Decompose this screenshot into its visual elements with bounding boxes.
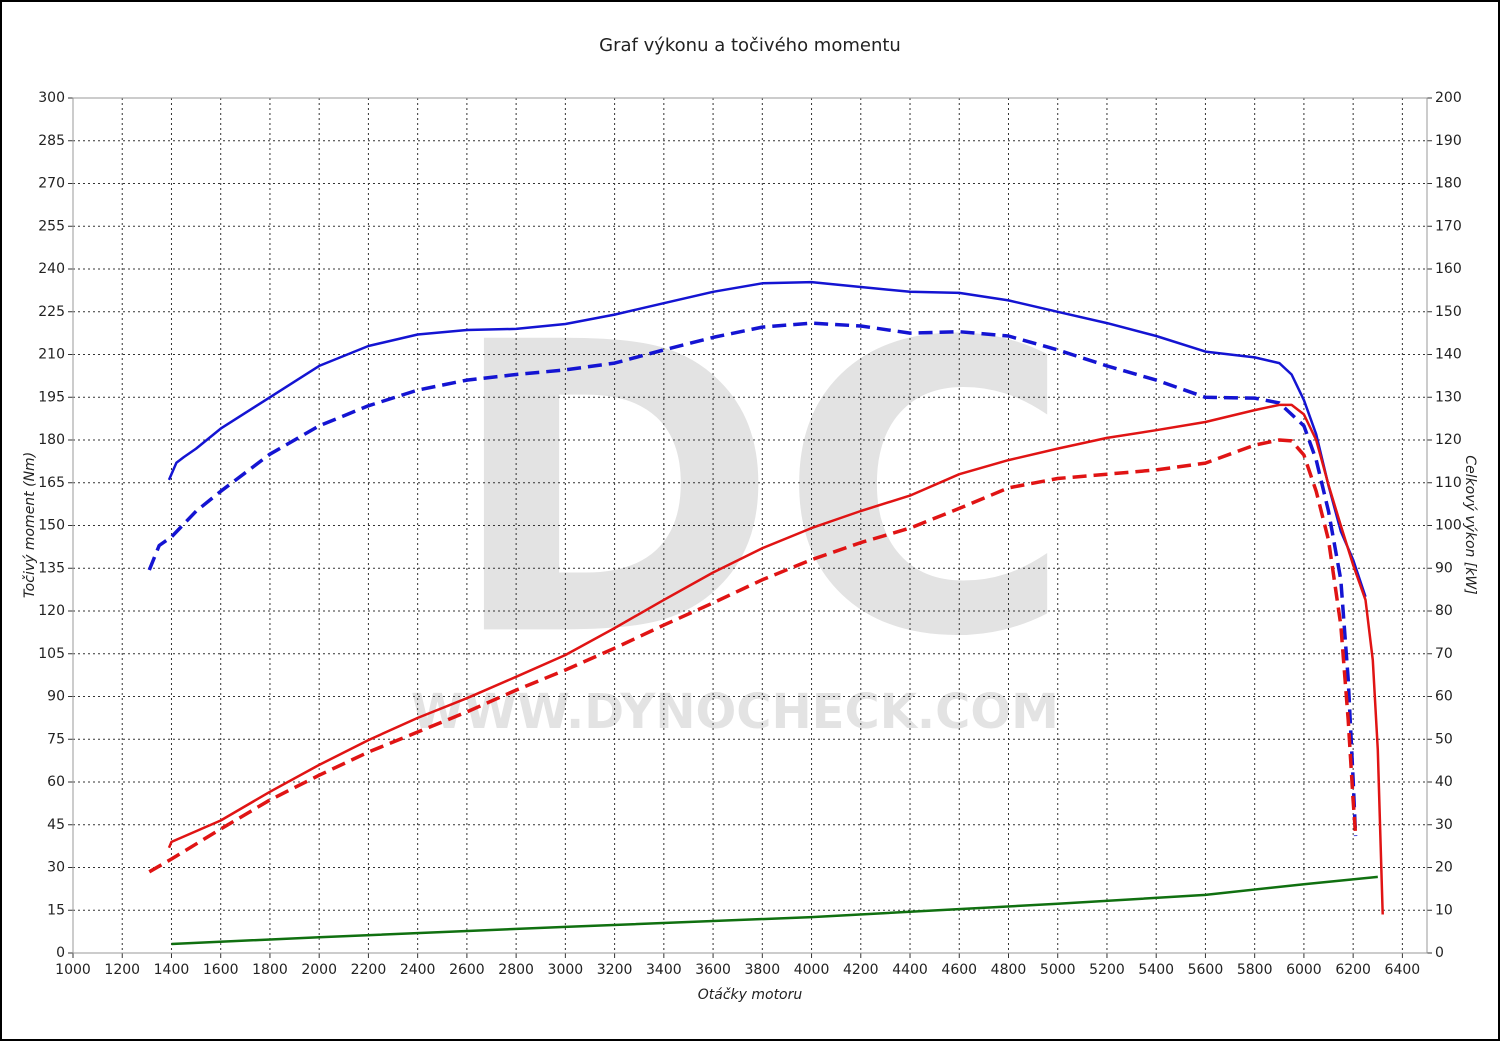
series-line <box>171 875 1378 946</box>
y2-tick-label: 130 <box>1435 389 1462 405</box>
series-line <box>147 321 1358 837</box>
x-tick-label: 6000 <box>1286 962 1322 978</box>
y-tick-label: 300 <box>38 90 65 106</box>
x-tick-label: 3600 <box>695 962 731 978</box>
y-tick-label: 270 <box>38 176 65 192</box>
x-tick-label: 6200 <box>1335 962 1371 978</box>
y-tick-label: 195 <box>38 389 65 405</box>
chart-title: Graf výkonu a točivého momentu <box>599 35 901 56</box>
y2-tick-label: 120 <box>1435 432 1462 448</box>
x-tick-label: 1600 <box>203 962 239 978</box>
x-tick-label: 3200 <box>597 962 633 978</box>
x-tick-label: 5400 <box>1138 962 1174 978</box>
y-tick-label: 30 <box>47 860 65 876</box>
y2-tick-label: 10 <box>1435 902 1453 918</box>
x-tick-label: 2000 <box>301 962 337 978</box>
x-tick-label: 3800 <box>744 962 780 978</box>
x-tick-label: 2400 <box>400 962 436 978</box>
y-axis-label: Točivý moment (Nm) <box>22 452 38 598</box>
y2-tick-label: 100 <box>1435 518 1462 534</box>
y-tick-label: 150 <box>38 518 65 534</box>
y-tick-label: 240 <box>38 261 65 277</box>
x-tick-label: 5800 <box>1237 962 1273 978</box>
y-tick-label: 105 <box>38 646 65 662</box>
watermark-logo: DC <box>447 259 1073 724</box>
x-tick-label: 3400 <box>646 962 682 978</box>
x-tick-label: 2200 <box>351 962 387 978</box>
x-tick-label: 4200 <box>843 962 879 978</box>
x-tick-label: 3000 <box>548 962 584 978</box>
series-line <box>167 403 1384 915</box>
y-tick-label: 255 <box>38 218 65 234</box>
x-axis-label: Otáčky motoru <box>698 987 803 1003</box>
y2-axis-label: Celkový výkon [kW] <box>1462 455 1478 594</box>
x-tick-label: 1800 <box>252 962 288 978</box>
y2-tick-label: 40 <box>1435 774 1453 790</box>
y2-tick-label: 200 <box>1435 90 1462 106</box>
y-tick-label: 90 <box>47 689 65 705</box>
y-tick-label: 210 <box>38 347 65 363</box>
y-tick-label: 75 <box>47 731 65 747</box>
plot-border <box>72 97 1428 954</box>
x-tick-label: 5200 <box>1089 962 1125 978</box>
y-tick-label: 285 <box>38 133 65 149</box>
y2-tick-label: 20 <box>1435 860 1453 876</box>
x-tick-label: 4800 <box>991 962 1027 978</box>
x-tick-label: 2800 <box>498 962 534 978</box>
series-line <box>167 280 1367 598</box>
y-tick-label: 120 <box>38 603 65 619</box>
y2-tick-label: 160 <box>1435 261 1462 277</box>
watermark-url: WWW.DYNOCHECK.COM <box>411 684 1059 740</box>
y-tick-label: 45 <box>47 817 65 833</box>
y-tick-label: 135 <box>38 560 65 576</box>
y2-tick-label: 180 <box>1435 176 1462 192</box>
x-tick-label: 6400 <box>1385 962 1421 978</box>
x-tick-label: 2600 <box>449 962 485 978</box>
y2-tick-label: 50 <box>1435 731 1453 747</box>
y2-tick-label: 30 <box>1435 817 1453 833</box>
y2-tick-label: 90 <box>1435 560 1453 576</box>
y2-tick-label: 70 <box>1435 646 1453 662</box>
y2-tick-label: 110 <box>1435 475 1462 491</box>
x-tick-label: 5600 <box>1188 962 1224 978</box>
x-tick-label: 1200 <box>104 962 140 978</box>
y-tick-label: 225 <box>38 304 65 320</box>
x-tick-label: 4600 <box>941 962 977 978</box>
x-tick-label: 5000 <box>1040 962 1076 978</box>
x-tick-label: 4000 <box>794 962 830 978</box>
y2-tick-label: 170 <box>1435 218 1462 234</box>
x-tick-label: 1000 <box>55 962 91 978</box>
y2-tick-label: 60 <box>1435 689 1453 705</box>
x-tick-label: 4400 <box>892 962 928 978</box>
y2-tick-label: 150 <box>1435 304 1462 320</box>
y-tick-label: 60 <box>47 774 65 790</box>
y2-tick-label: 190 <box>1435 133 1462 149</box>
y2-tick-label: 0 <box>1435 945 1444 961</box>
y2-tick-label: 140 <box>1435 347 1462 363</box>
y-tick-label: 15 <box>47 902 65 918</box>
y-tick-label: 180 <box>38 432 65 448</box>
y-tick-label: 0 <box>56 945 65 961</box>
y-tick-label: 165 <box>38 475 65 491</box>
x-tick-label: 1400 <box>154 962 190 978</box>
y2-tick-label: 80 <box>1435 603 1453 619</box>
